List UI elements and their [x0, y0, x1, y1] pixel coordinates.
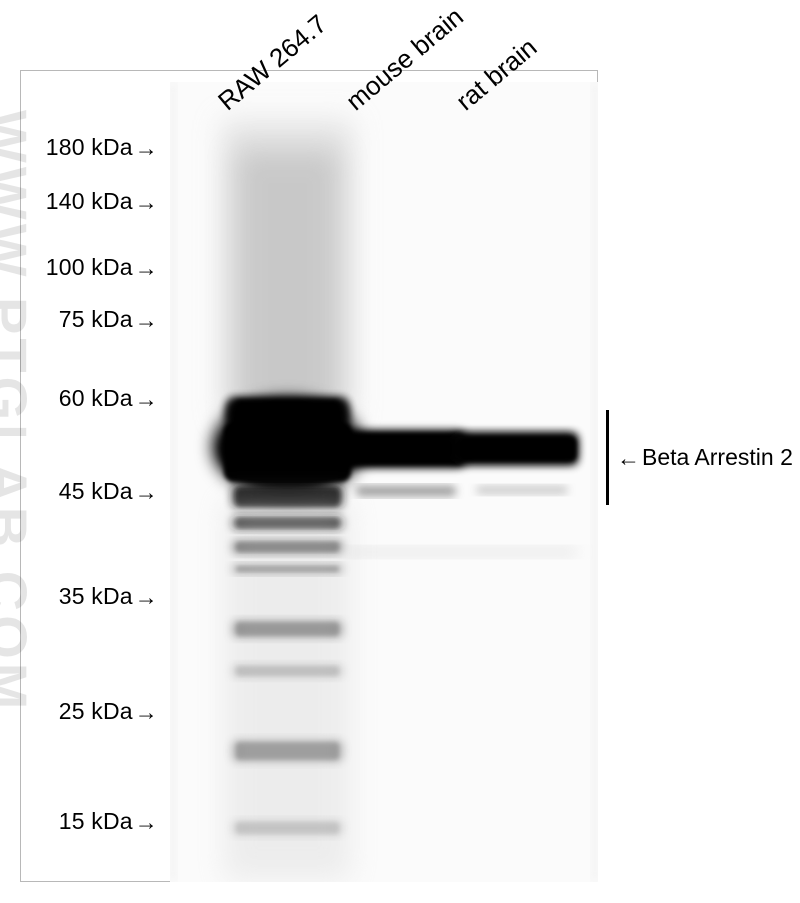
target-label: ←Beta Arrestin 2 [617, 444, 793, 471]
mw-value: 140 kDa [46, 188, 133, 214]
mw-marker: 35 kDa→ [28, 583, 158, 610]
target-range-bar [606, 410, 609, 505]
mw-marker: 60 kDa→ [28, 385, 158, 412]
mw-marker: 25 kDa→ [28, 698, 158, 725]
mw-marker: 140 kDa→ [28, 188, 158, 215]
mw-marker: 100 kDa→ [28, 254, 158, 281]
mw-value: 100 kDa [46, 254, 133, 280]
mw-marker: 15 kDa→ [28, 808, 158, 835]
arrow-right-icon: → [135, 189, 158, 216]
arrow-right-icon: → [135, 584, 158, 611]
mw-value: 75 kDa [59, 306, 133, 332]
arrow-left-icon: ← [617, 445, 640, 472]
mw-value: 25 kDa [59, 698, 133, 724]
mw-value: 15 kDa [59, 808, 133, 834]
arrow-right-icon: → [135, 255, 158, 282]
arrow-right-icon: → [135, 386, 158, 413]
mw-marker: 180 kDa→ [28, 134, 158, 161]
arrow-right-icon: → [135, 479, 158, 506]
arrow-right-icon: → [135, 809, 158, 836]
target-label-text: Beta Arrestin 2 [642, 444, 793, 470]
arrow-right-icon: → [135, 699, 158, 726]
blot-svg [170, 82, 598, 882]
arrow-right-icon: → [135, 307, 158, 334]
mw-marker: 45 kDa→ [28, 478, 158, 505]
mw-value: 180 kDa [46, 134, 133, 160]
mw-value: 45 kDa [59, 478, 133, 504]
mw-value: 60 kDa [59, 385, 133, 411]
arrow-right-icon: → [135, 135, 158, 162]
mw-marker: 75 kDa→ [28, 306, 158, 333]
blot-figure: WWW.PTGLAB.COM 180 kDa→140 kDa→100 kDa→7… [0, 0, 800, 903]
mw-value: 35 kDa [59, 583, 133, 609]
